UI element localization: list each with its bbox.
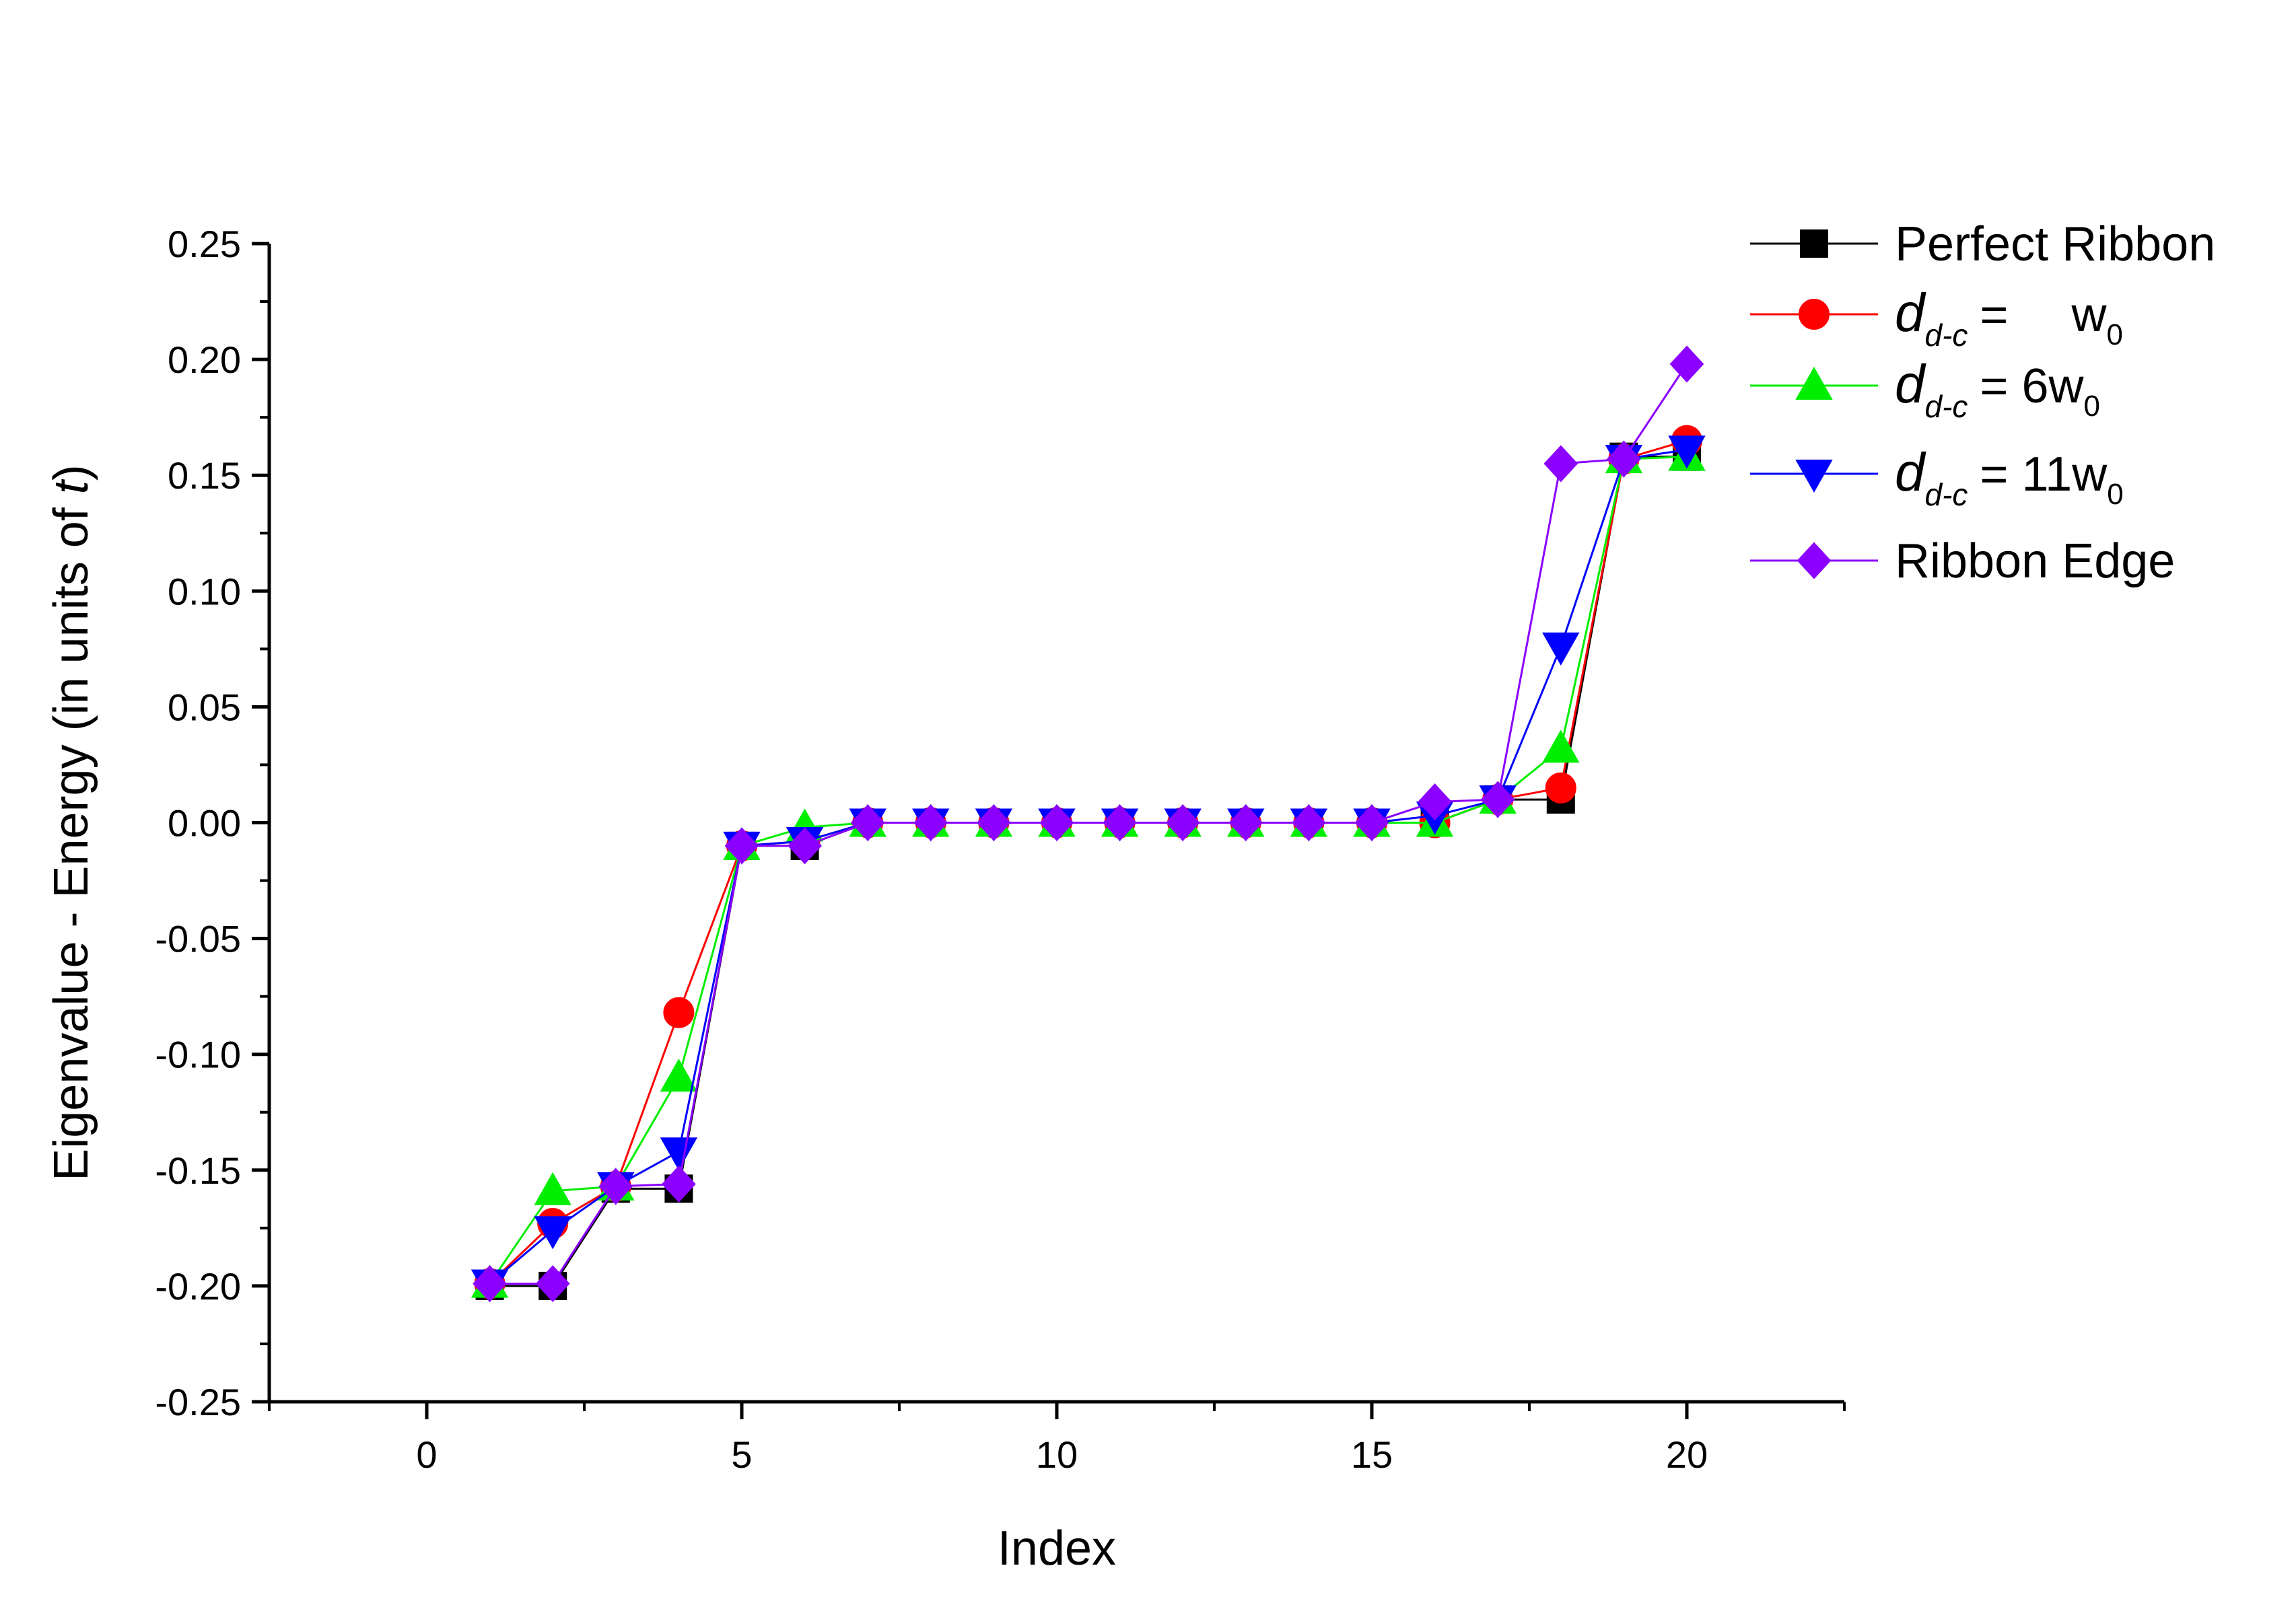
series-line	[489, 448, 1688, 1285]
x-tick-label: 5	[731, 1433, 752, 1476]
y-tick-label: 0.05	[168, 686, 241, 728]
data-point	[1354, 804, 1389, 841]
legend-marker	[1799, 299, 1830, 330]
data-point	[1545, 772, 1576, 804]
y-tick-label: 0.20	[168, 338, 241, 381]
data-point	[660, 1059, 698, 1092]
series-2	[471, 437, 1706, 1298]
y-tick-label: -0.15	[155, 1149, 241, 1192]
data-point	[662, 1165, 696, 1203]
plot-area	[471, 345, 1706, 1303]
legend-label: dd-c = 11w0	[1895, 442, 2124, 512]
data-point	[913, 804, 948, 841]
legend-marker	[1800, 229, 1828, 258]
data-point	[1292, 804, 1326, 841]
data-point	[1542, 729, 1580, 763]
x-axis-title: Index	[998, 1522, 1116, 1575]
data-point	[1165, 804, 1200, 841]
legend-label: dd-c = 6w0	[1895, 354, 2100, 424]
y-tick-label: -0.10	[155, 1034, 241, 1076]
data-point	[1543, 445, 1578, 483]
y-axis-title: Eigenvalue - Energy (in units of t)	[44, 464, 98, 1181]
series-1	[474, 425, 1702, 1299]
data-point	[977, 804, 1011, 841]
axes: -0.25 -0.20 -0.15 -0.10 -0.05 0.00 0.05 0.10 0.1…	[44, 223, 1846, 1575]
data-point	[1607, 440, 1641, 478]
data-point	[534, 1216, 571, 1250]
y-tick-label: 0.15	[168, 454, 241, 497]
series-line	[489, 456, 1687, 1287]
y-tick-label: 0.00	[168, 802, 241, 845]
x-tick-label: 20	[1666, 1433, 1708, 1476]
series-line	[489, 456, 1688, 1285]
data-point	[598, 1168, 633, 1205]
data-point	[1039, 804, 1074, 841]
data-point	[1669, 345, 1704, 383]
data-point	[1228, 804, 1263, 841]
legend-label: dd-c = w0	[1895, 283, 2123, 353]
legend-item: dd-c = w0	[1750, 283, 2123, 353]
data-point	[473, 1264, 507, 1302]
data-point	[788, 827, 822, 865]
legend-marker	[1797, 542, 1832, 579]
data-point	[535, 1264, 570, 1302]
data-point	[1418, 783, 1452, 820]
data-point	[1668, 435, 1706, 469]
data-point	[663, 997, 695, 1028]
legend-item: Perfect Ribbon	[1750, 217, 2215, 271]
legend-label: Perfect Ribbon	[1895, 217, 2215, 271]
data-point	[1480, 781, 1515, 818]
legend-item: dd-c = 6w0	[1750, 354, 2100, 424]
legend-item: Ribbon Edge	[1750, 534, 2175, 588]
data-point	[850, 804, 885, 841]
series-4	[473, 345, 1704, 1302]
legend-marker	[1795, 460, 1833, 493]
x-tick-label: 0	[416, 1433, 437, 1476]
data-point	[1103, 804, 1137, 841]
x-tick-label: 10	[1036, 1433, 1078, 1476]
y-tick-label: -0.25	[155, 1381, 241, 1423]
legend-label: Ribbon Edge	[1895, 534, 2175, 588]
y-tick-label: 0.25	[168, 223, 241, 265]
series-3	[471, 435, 1706, 1303]
data-point	[660, 1137, 698, 1171]
series-0	[475, 442, 1701, 1300]
y-tick-label: 0.10	[168, 570, 241, 612]
x-tick-label: 15	[1351, 1433, 1393, 1476]
data-point	[724, 827, 759, 865]
legend-marker	[1795, 366, 1833, 400]
y-tick-label: -0.20	[155, 1265, 241, 1308]
data-point	[1542, 632, 1580, 666]
legend-item: dd-c = 11w0	[1750, 442, 2124, 512]
y-tick-label: -0.05	[155, 918, 241, 960]
data-point	[534, 1172, 571, 1205]
